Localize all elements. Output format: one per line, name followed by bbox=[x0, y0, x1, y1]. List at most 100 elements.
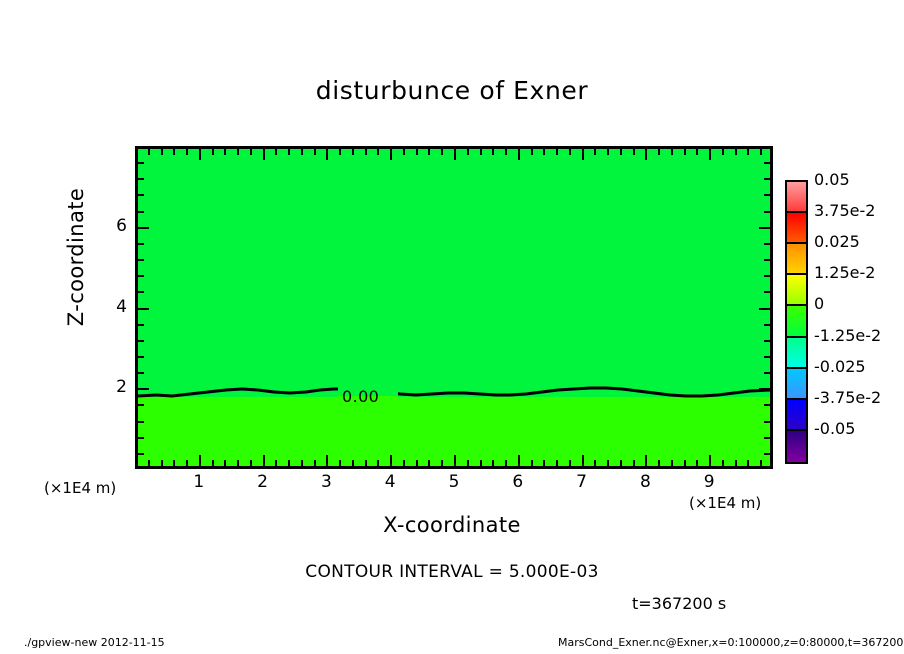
colorbar-band bbox=[787, 306, 806, 338]
axis-tick bbox=[759, 227, 770, 229]
axis-tick bbox=[390, 149, 392, 160]
contour-label-background bbox=[338, 385, 398, 407]
x-axis-title: X-coordinate bbox=[383, 513, 521, 537]
axis-tick bbox=[199, 149, 201, 160]
axis-tick bbox=[709, 455, 711, 466]
axis-tick bbox=[326, 455, 328, 466]
axis-tick bbox=[764, 275, 770, 277]
axis-tick bbox=[531, 149, 533, 155]
axis-tick bbox=[671, 149, 673, 155]
colorbar-band bbox=[787, 275, 806, 307]
axis-tick bbox=[759, 308, 770, 310]
axis-tick bbox=[250, 149, 252, 155]
x-tick-label: 5 bbox=[448, 472, 460, 492]
axis-tick bbox=[735, 149, 737, 155]
axis-tick bbox=[352, 149, 354, 155]
timestamp-annotation: t=367200 s bbox=[632, 594, 727, 613]
axis-tick bbox=[441, 460, 443, 466]
axis-tick bbox=[684, 460, 686, 466]
axis-tick bbox=[764, 356, 770, 358]
axis-tick bbox=[764, 421, 770, 423]
y-tick-label: 4 bbox=[116, 296, 127, 317]
axis-tick bbox=[582, 149, 584, 160]
axis-tick bbox=[138, 356, 144, 358]
axis-tick bbox=[454, 455, 456, 466]
axis-tick bbox=[138, 437, 144, 439]
axis-tick bbox=[403, 460, 405, 466]
axis-tick bbox=[569, 149, 571, 155]
axis-tick bbox=[492, 460, 494, 466]
axis-tick bbox=[764, 324, 770, 326]
footer-source-label: MarsCond_Exner.nc@Exner,x=0:100000,z=0:8… bbox=[558, 636, 904, 649]
x-tick-label: 9 bbox=[703, 472, 715, 492]
colorbar bbox=[785, 180, 808, 464]
axis-tick bbox=[569, 460, 571, 466]
axis-tick bbox=[620, 149, 622, 155]
axis-tick bbox=[365, 149, 367, 155]
x-tick-label: 2 bbox=[257, 472, 268, 492]
axis-tick bbox=[428, 149, 430, 155]
axis-tick bbox=[138, 227, 149, 229]
axis-tick bbox=[288, 460, 290, 466]
axis-tick bbox=[138, 372, 144, 374]
axis-tick bbox=[390, 455, 392, 466]
contour-interval-annotation: CONTOUR INTERVAL = 5.000E-03 bbox=[305, 562, 599, 582]
colorbar-label: -0.05 bbox=[814, 418, 856, 438]
axis-tick bbox=[518, 149, 520, 160]
axis-tick bbox=[556, 460, 558, 466]
axis-tick bbox=[543, 149, 545, 155]
axis-tick bbox=[138, 211, 144, 213]
axis-tick bbox=[428, 460, 430, 466]
axis-tick bbox=[760, 460, 762, 466]
axis-tick bbox=[275, 460, 277, 466]
axis-tick bbox=[138, 194, 144, 196]
colorbar-label: -0.025 bbox=[814, 356, 866, 376]
axis-tick bbox=[138, 388, 149, 390]
contour-line-zero bbox=[138, 386, 770, 398]
axis-tick bbox=[505, 460, 507, 466]
axis-tick bbox=[352, 460, 354, 466]
axis-tick bbox=[696, 149, 698, 155]
axis-tick bbox=[764, 211, 770, 213]
axis-tick bbox=[594, 460, 596, 466]
axis-tick bbox=[186, 460, 188, 466]
axis-tick bbox=[505, 149, 507, 155]
axis-tick bbox=[658, 460, 660, 466]
colorbar-band bbox=[787, 182, 806, 214]
axis-tick bbox=[138, 404, 144, 406]
x-tick-label: 7 bbox=[576, 472, 587, 492]
axis-tick bbox=[326, 149, 328, 160]
axis-tick bbox=[645, 455, 647, 466]
axis-tick bbox=[759, 388, 770, 390]
axis-tick bbox=[764, 243, 770, 245]
axis-tick bbox=[377, 149, 379, 155]
colorbar-label: -3.75e-2 bbox=[814, 387, 882, 407]
axis-tick bbox=[301, 460, 303, 466]
axis-tick bbox=[263, 149, 265, 160]
axis-tick bbox=[480, 460, 482, 466]
y-axis-title: Z-coordinate bbox=[64, 187, 88, 327]
axis-tick bbox=[161, 149, 163, 155]
y-tick-label: 2 bbox=[116, 377, 127, 398]
colorbar-label: 1.25e-2 bbox=[814, 263, 876, 283]
colorbar-band bbox=[787, 244, 806, 276]
x-tick-label: 3 bbox=[320, 472, 332, 492]
axis-tick bbox=[314, 149, 316, 155]
axis-tick bbox=[633, 460, 635, 466]
axis-tick bbox=[709, 149, 711, 160]
x-tick-label: 8 bbox=[639, 472, 651, 492]
colorbar-band bbox=[787, 368, 806, 400]
axis-tick bbox=[237, 460, 239, 466]
axis-tick bbox=[148, 149, 150, 155]
contour-label: 0.00 bbox=[342, 387, 380, 406]
axis-tick bbox=[224, 149, 226, 155]
axis-tick bbox=[365, 460, 367, 466]
axis-tick bbox=[339, 149, 341, 155]
axis-tick bbox=[138, 340, 144, 342]
axis-tick bbox=[607, 149, 609, 155]
axis-tick bbox=[764, 437, 770, 439]
axis-tick bbox=[138, 178, 144, 180]
axis-tick bbox=[764, 162, 770, 164]
axis-tick bbox=[441, 149, 443, 155]
axis-tick bbox=[582, 455, 584, 466]
